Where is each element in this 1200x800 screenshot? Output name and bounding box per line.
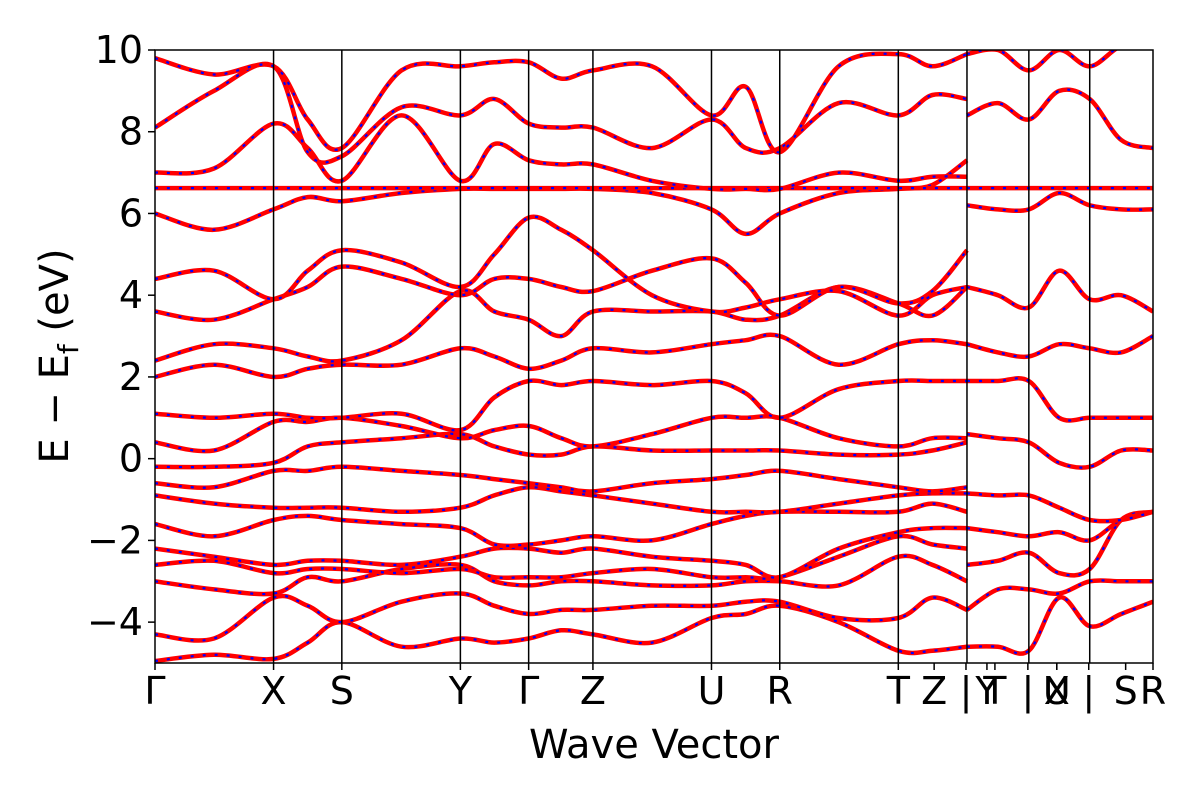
band-overlay-0	[155, 604, 968, 663]
band-overlay-4	[155, 526, 968, 579]
x-axis-title: Wave Vector	[529, 722, 780, 768]
band-overlay-7	[155, 465, 968, 493]
x-tick-label-11: Y	[974, 669, 999, 713]
x-tick-label-9: Z	[921, 669, 947, 713]
x-tick-label-14: U	[1043, 669, 1071, 713]
x-tick-label-2: S	[330, 669, 354, 713]
band-overlay-6	[155, 486, 968, 514]
x-tick-label-4: Γ	[518, 669, 539, 713]
band-overlay-9	[155, 415, 968, 453]
plot-frame	[154, 49, 1154, 664]
y-tick-label-2: 6	[119, 191, 143, 235]
band-overlay-12	[155, 285, 968, 363]
band-line-31	[966, 87, 1153, 151]
band-overlay-11	[155, 333, 968, 379]
y-axis-title-subscript: f	[52, 343, 85, 354]
band-line-24	[966, 491, 1153, 524]
y-tick-label-3: 4	[119, 273, 143, 317]
high-symmetry-lines	[272, 50, 1091, 663]
x-tick-label-5: Z	[580, 669, 606, 713]
bands-layer	[155, 50, 1153, 663]
x-tick-label-15: X	[1044, 669, 1070, 713]
band-overlay-2	[155, 554, 968, 596]
y-tick-label-7: −4	[87, 600, 143, 644]
band-line-14	[155, 214, 968, 318]
band-line-28	[966, 268, 1153, 314]
band-overlay-26	[967, 377, 1153, 422]
band-overlay-29	[966, 191, 1153, 212]
x-tick-label-10: |	[960, 669, 973, 714]
band-line-10	[155, 378, 967, 433]
y-axis-title: E − Ef (eV)	[32, 248, 85, 463]
x-tick-label-17: S	[1114, 669, 1138, 713]
x-tick-label-7: R	[767, 669, 793, 713]
band-line-18	[155, 61, 968, 165]
band-line-20	[966, 595, 1153, 656]
x-tick-label-13: |	[1021, 669, 1034, 714]
y-tick-label-5: 0	[119, 437, 143, 481]
y-axis: 10 8 6 4 2 0 −2 −4	[87, 28, 155, 644]
band-overlay-1	[155, 592, 968, 642]
y-tick-label-1: 8	[119, 110, 143, 154]
band-line-19	[155, 51, 968, 155]
band-overlay-3	[155, 534, 968, 580]
band-overlay-5	[155, 502, 968, 547]
band-line-25	[966, 431, 1153, 470]
x-tick-label-0: Γ	[144, 669, 165, 713]
x-tick-label-12: T	[982, 669, 1007, 713]
x-tick-label-3: Y	[448, 669, 473, 713]
x-tick-label-16: |	[1082, 669, 1095, 714]
band-overlay-27	[966, 335, 1153, 358]
band-overlay-8	[155, 432, 968, 469]
y-axis-title-unit: (eV)	[32, 248, 78, 344]
x-tick-label-18: R	[1140, 669, 1166, 713]
y-tick-label-6: −2	[87, 518, 143, 562]
x-tick-label-1: X	[261, 669, 287, 713]
x-tick-label-6: U	[698, 669, 726, 713]
band-overlay-21	[966, 579, 1153, 611]
y-axis-title-main: E − E	[32, 354, 78, 464]
y-tick-label-4: 2	[119, 355, 143, 399]
x-axis: Γ X S Y Γ Z U R T Z | YT | UX | S R	[144, 663, 1166, 714]
x-tick-label-8: T	[886, 669, 911, 713]
band-line-13	[155, 248, 969, 323]
y-tick-label-0: 10	[95, 28, 143, 72]
